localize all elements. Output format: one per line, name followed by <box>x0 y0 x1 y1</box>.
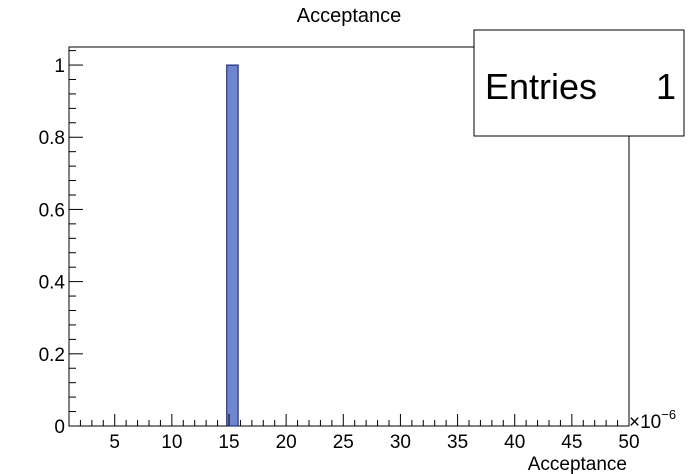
x-tick-label: 25 <box>333 432 354 453</box>
stats-entries-value: 1 <box>656 66 676 107</box>
x-axis-label: Acceptance <box>528 454 627 474</box>
chart-title: Acceptance <box>297 5 402 27</box>
x-tick-label: 20 <box>276 432 297 453</box>
y-tick-label: 1 <box>54 56 65 77</box>
x-tick-label: 35 <box>447 432 468 453</box>
x-tick-label: 45 <box>561 432 582 453</box>
x-axis-multiplier: ×10−6 <box>629 407 676 433</box>
y-tick-label: 0.8 <box>39 128 65 149</box>
y-tick-label: 0.6 <box>39 200 65 221</box>
x-tick-label: 5 <box>109 432 120 453</box>
x-tick-label: 40 <box>504 432 525 453</box>
y-tick-label: 0.4 <box>39 273 66 294</box>
x-axis: 5 10 15 20 25 30 35 40 45 50 <box>68 414 640 453</box>
x-tick-label: 30 <box>390 432 411 453</box>
x-axis-multiplier-power: −6 <box>661 407 676 422</box>
bar-0 <box>226 64 239 427</box>
stats-box <box>473 29 685 137</box>
x-tick-label: 10 <box>161 432 182 453</box>
x-tick-label: 15 <box>218 432 239 453</box>
bars-group <box>226 64 239 427</box>
y-tick-label: 0 <box>54 417 65 438</box>
x-tick-label: 50 <box>618 432 639 453</box>
stats-entries-label: Entries <box>485 66 597 107</box>
x-axis-multiplier-base: ×10 <box>629 412 661 433</box>
y-axis: 0 0.2 0.4 0.6 0.8 1 <box>39 50 83 438</box>
plot-frame <box>68 46 630 427</box>
y-tick-label: 0.2 <box>39 345 65 366</box>
